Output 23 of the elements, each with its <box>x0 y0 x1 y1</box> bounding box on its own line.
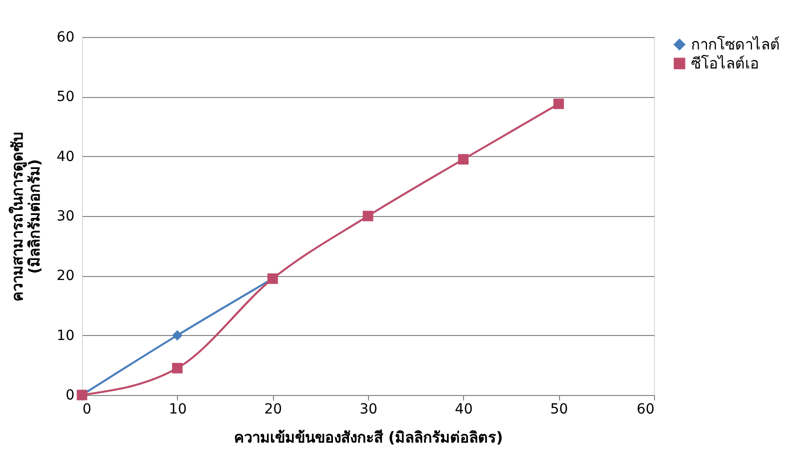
x-tick-label: 40 <box>454 402 473 418</box>
y-tick-label: 0 <box>66 388 74 404</box>
x-axis-title: ความเข้มข้นของสังกะสี (มิลลิกรัมต่อลิตร) <box>234 428 503 446</box>
x-tick-label: 10 <box>168 402 187 418</box>
x-tick-label: 20 <box>264 402 282 418</box>
legend-label: กากโซดาไลต์ <box>691 36 780 54</box>
y-tick-label: 20 <box>56 268 74 284</box>
y-tick-label: 30 <box>56 208 74 224</box>
point <box>172 362 183 374</box>
x-tick-label: 50 <box>550 402 568 418</box>
y-tick-label: 50 <box>56 89 74 106</box>
y-tick-label: 40 <box>56 148 74 165</box>
x-tick-label: 0 <box>82 402 92 418</box>
x-tick-label: 30 <box>360 402 378 418</box>
y-tick-label: 10 <box>56 328 74 344</box>
y-tick-label: 60 <box>56 30 74 46</box>
point <box>553 98 564 110</box>
y-axis-title: ความสามารถในการดูดซับ (มิลลิกรัมต่อกรัม) <box>8 132 44 302</box>
point <box>362 210 374 222</box>
x-tick-label: 60 <box>636 402 654 418</box>
legend-label: ซีโอไลต์เอ <box>691 54 759 72</box>
point <box>172 330 183 341</box>
point <box>458 154 469 165</box>
